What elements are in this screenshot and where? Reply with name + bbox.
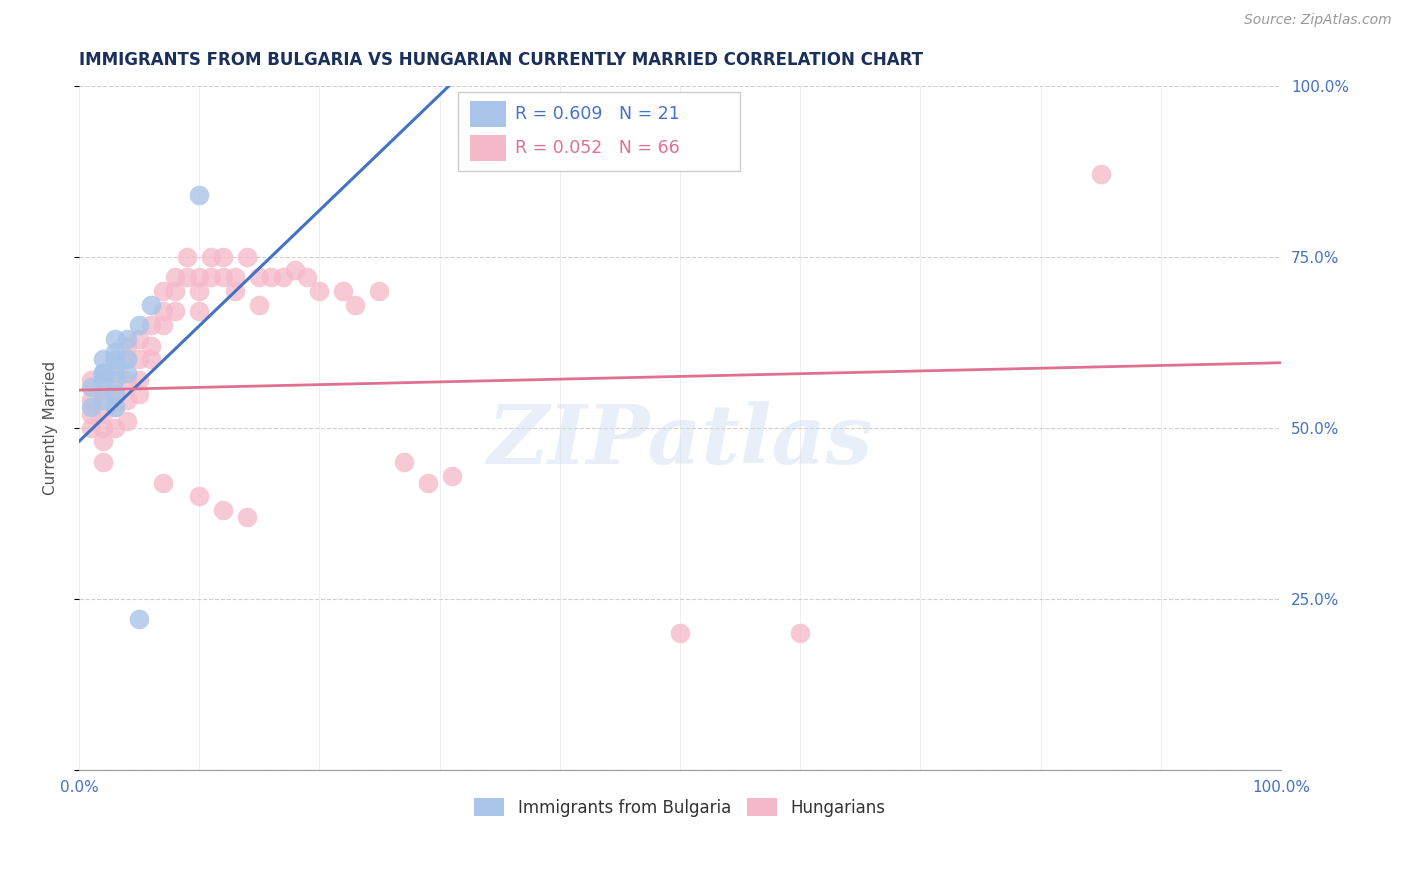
Point [212,270,235,285]
Point [247,297,270,311]
Point [80,373,103,387]
Point [104,373,127,387]
Point [247,270,270,285]
Point [212,503,235,517]
Point [188,284,211,298]
Point [80,401,103,415]
Point [80,407,103,421]
Point [91,373,114,387]
Point [104,332,127,346]
Point [115,414,138,428]
Point [139,338,162,352]
Point [224,270,246,285]
Bar [470,135,506,161]
Point [104,359,127,373]
Point [91,393,114,408]
Point [104,366,127,380]
Point [260,270,283,285]
Text: Source: ZipAtlas.com: Source: ZipAtlas.com [1244,13,1392,28]
Point [188,304,211,318]
Point [80,421,103,435]
Point [669,626,692,640]
Point [152,475,174,490]
Legend: Immigrants from Bulgaria, Hungarians: Immigrants from Bulgaria, Hungarians [468,792,893,823]
Point [212,250,235,264]
Point [128,373,150,387]
Point [128,332,150,346]
Point [91,386,114,401]
Point [128,352,150,367]
Point [91,434,114,449]
Point [200,270,222,285]
Text: ZIPatlas: ZIPatlas [488,401,873,482]
Point [139,352,162,367]
Point [91,366,114,380]
Point [91,421,114,435]
Point [297,270,319,285]
Point [1090,168,1112,182]
Point [789,626,811,640]
Point [104,352,127,367]
Point [188,489,211,503]
Point [165,304,187,318]
Point [91,366,114,380]
Point [80,380,103,394]
Point [80,393,103,408]
Point [91,373,114,387]
Point [368,284,391,298]
Point [104,401,127,415]
Point [91,352,114,367]
Point [284,263,307,277]
Point [416,475,439,490]
Point [139,297,162,311]
Point [104,386,127,401]
Point [165,270,187,285]
Point [91,366,114,380]
Point [440,468,463,483]
Point [128,386,150,401]
Point [128,612,150,626]
Point [115,338,138,352]
Point [128,318,150,332]
Text: R = 0.609   N = 21: R = 0.609 N = 21 [516,104,681,122]
Bar [470,101,506,127]
Point [115,393,138,408]
Point [224,284,246,298]
Point [91,407,114,421]
Point [139,318,162,332]
Point [115,352,138,367]
Point [236,250,259,264]
Point [104,345,127,359]
Point [104,421,127,435]
Point [200,250,222,264]
Point [236,509,259,524]
Point [104,401,127,415]
Point [188,270,211,285]
Point [188,188,211,202]
Point [104,352,127,367]
FancyBboxPatch shape [457,93,740,171]
Point [152,284,174,298]
Point [104,386,127,401]
Point [176,250,198,264]
Y-axis label: Currently Married: Currently Married [44,360,58,495]
Point [91,455,114,469]
Point [152,304,174,318]
Point [165,284,187,298]
Point [115,373,138,387]
Point [176,270,198,285]
Point [115,366,138,380]
Point [152,318,174,332]
Text: R = 0.052   N = 66: R = 0.052 N = 66 [516,139,681,157]
Point [115,352,138,367]
Text: IMMIGRANTS FROM BULGARIA VS HUNGARIAN CURRENTLY MARRIED CORRELATION CHART: IMMIGRANTS FROM BULGARIA VS HUNGARIAN CU… [79,51,922,69]
Point [115,332,138,346]
Point [273,270,295,285]
Point [392,455,415,469]
Point [308,284,330,298]
Point [332,284,354,298]
Point [344,297,367,311]
